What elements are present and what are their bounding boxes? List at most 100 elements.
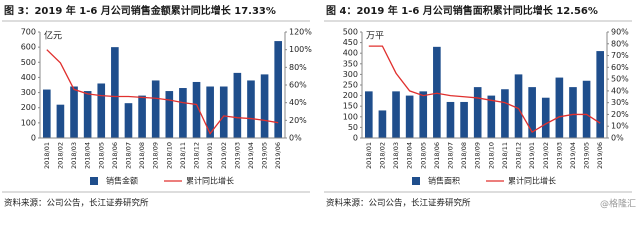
y2-tick-label: 20%	[611, 110, 629, 119]
bar	[419, 91, 428, 138]
y2-tick-label: 10%	[611, 122, 629, 131]
bar	[233, 72, 242, 138]
y-tick-label: 400	[343, 49, 358, 58]
y-tick-label: 350	[343, 59, 358, 68]
y2-tick-label: 80%	[289, 63, 307, 72]
y2-tick-label: 100%	[289, 45, 312, 54]
x-tick-label: 2019/01	[206, 142, 214, 169]
bar	[97, 83, 106, 138]
x-tick-label: 2019/05	[261, 142, 269, 169]
bar	[541, 97, 550, 138]
x-tick-label: 2019/05	[583, 142, 591, 169]
x-tick-label: 2018/01	[43, 142, 51, 169]
chart-title: 图 3：2019 年 1-6 月公司销售金额累计同比增长 17.33%	[4, 4, 276, 17]
x-tick-label: 2018/08	[138, 142, 146, 169]
y2-tick-label: 90%	[611, 28, 629, 37]
bar	[124, 103, 133, 138]
bar	[111, 47, 119, 139]
y2-tick-label: 60%	[289, 81, 307, 90]
y2-tick-label: 120%	[289, 28, 312, 37]
x-tick-label: 2018/10	[487, 142, 495, 169]
x-tick-label: 2019/02	[542, 142, 550, 169]
bar	[165, 91, 174, 138]
y2-tick-label: 50%	[611, 75, 629, 84]
y-tick-label: 300	[21, 88, 36, 97]
bar	[56, 104, 65, 138]
x-tick-label: 2018/06	[433, 142, 441, 169]
line	[368, 45, 601, 134]
x-tick-label: 2019/06	[274, 142, 282, 169]
x-tick-label: 2018/04	[84, 142, 92, 169]
bar	[219, 86, 228, 138]
y2-tick-label: 70%	[611, 51, 629, 60]
chart-title: 图 4：2019 年 1-6 月公司销售面积累计同比增长 12.56%	[326, 4, 598, 17]
y-tick-label: 250	[343, 81, 358, 90]
watermark: @格隆汇	[600, 198, 636, 210]
bar	[70, 86, 78, 138]
legend-label: 累计同比增长	[508, 176, 556, 186]
legend-swatch	[412, 177, 420, 185]
x-tick-label: 2018/11	[179, 142, 187, 169]
y-tick-label: 500	[343, 28, 358, 37]
y-tick-label: 150	[343, 102, 358, 111]
bar	[460, 101, 468, 138]
legend-label: 累计同比增长	[186, 176, 234, 186]
bar	[378, 110, 387, 138]
y-tick-label: 100	[21, 118, 36, 127]
line	[46, 49, 279, 135]
x-tick-label: 2019/04	[569, 142, 577, 169]
y2-tick-label: 60%	[611, 63, 629, 72]
bar	[83, 91, 92, 138]
bar	[274, 41, 283, 139]
x-tick-label: 2018/10	[165, 142, 173, 169]
x-tick-label: 2018/04	[406, 142, 414, 169]
x-tick-label: 2018/02	[56, 142, 64, 169]
y2-tick-label: 80%	[611, 39, 629, 48]
y2-tick-label: 20%	[289, 116, 307, 125]
x-tick-label: 2018/12	[193, 142, 201, 169]
x-tick-label: 2019/04	[247, 142, 255, 169]
bar	[501, 89, 509, 138]
bar	[364, 91, 373, 138]
bar	[405, 95, 414, 138]
y-tick-label: 50	[348, 123, 358, 132]
source: 资料来源：公司公告，长江证券研究所	[326, 198, 471, 209]
x-tick-label: 2018/08	[460, 142, 468, 169]
legend-label: 销售面积	[428, 176, 460, 186]
legend-swatch	[90, 177, 98, 185]
x-tick-label: 2018/05	[97, 142, 105, 169]
x-tick-label: 2018/01	[365, 142, 373, 169]
bar	[42, 89, 51, 138]
bar	[446, 101, 455, 138]
y-tick-label: 400	[21, 73, 36, 82]
bar	[260, 74, 269, 138]
unit-label: 亿元	[44, 30, 62, 42]
y-tick-label: 600	[21, 43, 36, 52]
page: @格隆汇 图 3：2019 年 1-6 月公司销售金额累计同比增长 17.33%…	[2, 4, 636, 210]
x-tick-label: 2018/12	[515, 142, 523, 169]
x-tick-label: 2018/11	[501, 142, 509, 169]
bar	[555, 77, 564, 138]
bar	[138, 95, 146, 138]
bar	[582, 80, 591, 138]
bar	[192, 81, 201, 138]
y2-tick-label: 40%	[611, 86, 629, 95]
bar	[514, 74, 523, 138]
y-tick-label: 100	[343, 112, 358, 121]
y-tick-label: 0	[31, 134, 36, 143]
unit-label: 万平	[366, 31, 384, 42]
x-tick-label: 2019/03	[233, 142, 241, 169]
y-tick-label: 200	[21, 103, 36, 112]
bar	[473, 87, 482, 138]
x-tick-label: 2019/06	[596, 142, 604, 169]
bar	[206, 86, 214, 138]
y-tick-label: 300	[343, 70, 358, 79]
x-tick-label: 2018/09	[152, 142, 160, 169]
x-tick-label: 2019/01	[528, 142, 536, 169]
y-tick-label: 200	[343, 91, 358, 100]
bar	[528, 87, 536, 138]
source: 资料来源：公司公告，长江证券研究所	[4, 198, 149, 209]
x-tick-label: 2018/07	[124, 142, 132, 169]
bar	[392, 91, 400, 138]
bar	[569, 87, 577, 138]
